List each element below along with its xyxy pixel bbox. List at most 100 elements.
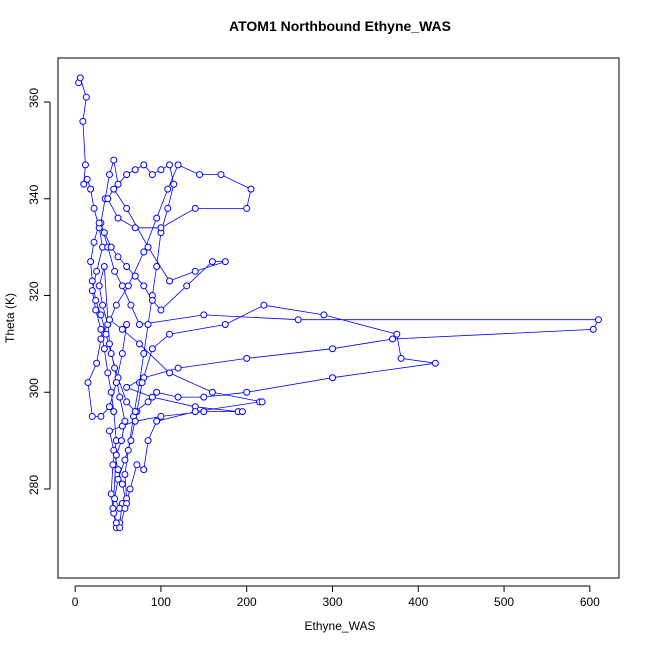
point — [191, 408, 199, 416]
point — [117, 437, 125, 445]
point — [166, 277, 174, 285]
point — [123, 262, 131, 270]
point — [166, 330, 174, 338]
point — [260, 301, 268, 309]
point — [135, 321, 143, 329]
point — [112, 301, 120, 309]
y-axis-label: Theta (K) — [3, 293, 17, 343]
point — [118, 480, 126, 488]
point — [191, 204, 199, 212]
point — [153, 262, 161, 270]
point — [133, 461, 141, 469]
series-line — [78, 76, 600, 529]
point — [112, 379, 120, 387]
point — [112, 519, 120, 527]
point — [92, 306, 100, 314]
point — [81, 161, 89, 169]
point — [191, 267, 199, 275]
point — [127, 301, 135, 309]
point — [200, 311, 208, 319]
point — [208, 388, 216, 396]
point — [164, 204, 172, 212]
point — [166, 161, 174, 169]
point — [140, 248, 148, 256]
point — [110, 185, 118, 193]
point — [135, 340, 143, 348]
point — [114, 180, 122, 188]
point — [140, 350, 148, 358]
point — [148, 393, 156, 401]
point — [90, 238, 98, 246]
point — [110, 156, 118, 164]
x-tick-label: 500 — [494, 595, 514, 609]
point — [116, 393, 124, 401]
point — [174, 364, 182, 372]
point — [157, 224, 165, 232]
point — [104, 195, 112, 203]
chart-title: ATOM1 Northbound Ethyne_WAS — [229, 18, 451, 34]
point — [153, 214, 161, 222]
point — [97, 412, 105, 420]
point — [183, 282, 191, 290]
point — [88, 287, 96, 295]
point — [105, 403, 113, 411]
point — [105, 340, 113, 348]
point — [121, 470, 129, 478]
point — [118, 282, 126, 290]
point — [99, 301, 107, 309]
point — [79, 117, 87, 125]
point — [148, 345, 156, 353]
point — [90, 204, 98, 212]
point — [123, 171, 131, 179]
point — [118, 350, 126, 358]
point — [104, 369, 112, 377]
point — [100, 229, 108, 237]
point — [114, 214, 122, 222]
point — [217, 171, 225, 179]
x-tick-label: 400 — [408, 595, 428, 609]
point — [144, 243, 152, 251]
point — [328, 345, 336, 353]
point — [95, 219, 103, 227]
point — [208, 258, 216, 266]
point — [144, 398, 152, 406]
point — [148, 296, 156, 304]
point — [97, 335, 105, 343]
point — [221, 258, 229, 266]
y-tick-label: 280 — [27, 475, 41, 495]
point — [111, 495, 119, 503]
point — [87, 185, 95, 193]
point — [95, 282, 103, 290]
point — [105, 316, 113, 324]
point — [243, 354, 251, 362]
point — [294, 316, 302, 324]
point — [157, 166, 165, 174]
point — [123, 204, 131, 212]
point — [97, 325, 105, 333]
point — [243, 204, 251, 212]
point — [174, 393, 182, 401]
point — [431, 359, 439, 367]
plot-frame — [57, 57, 620, 579]
point — [389, 335, 397, 343]
point — [157, 306, 165, 314]
point — [124, 446, 132, 454]
point — [105, 171, 113, 179]
point — [109, 504, 117, 512]
point — [87, 258, 95, 266]
point — [124, 282, 132, 290]
point — [83, 175, 91, 183]
point — [131, 417, 139, 425]
x-tick-label: 300 — [322, 595, 342, 609]
y-tick-label: 360 — [27, 88, 41, 108]
point — [107, 350, 115, 358]
point — [200, 408, 208, 416]
y-tick-label: 320 — [27, 281, 41, 301]
point — [258, 398, 266, 406]
point — [144, 437, 152, 445]
point — [100, 345, 108, 353]
point — [92, 296, 100, 304]
point — [88, 412, 96, 420]
